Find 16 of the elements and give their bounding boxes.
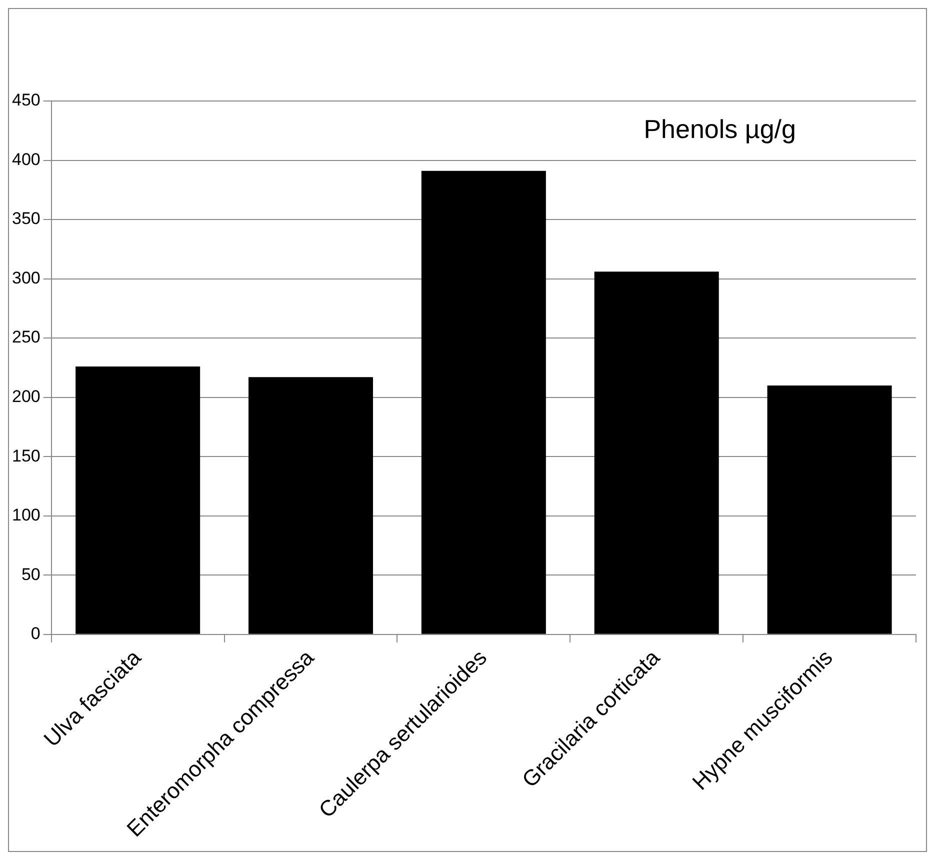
bar (767, 385, 892, 634)
y-tick-label: 100 (12, 506, 40, 525)
bar (76, 366, 200, 634)
y-tick-label: 150 (12, 446, 40, 466)
y-tick-label: 450 (12, 90, 40, 110)
y-tick-label: 250 (12, 328, 40, 347)
y-tick-label: 200 (12, 386, 40, 406)
text: Phenols µg/g (644, 114, 796, 144)
y-tick-label: 50 (21, 564, 40, 584)
y-tick-label: 400 (12, 150, 40, 169)
bar (421, 170, 546, 634)
y-tick-label: 0 (30, 624, 40, 644)
y-tick-label: 350 (12, 209, 40, 228)
bar (594, 272, 719, 634)
y-tick-label: 300 (12, 268, 40, 288)
bar (248, 377, 374, 634)
